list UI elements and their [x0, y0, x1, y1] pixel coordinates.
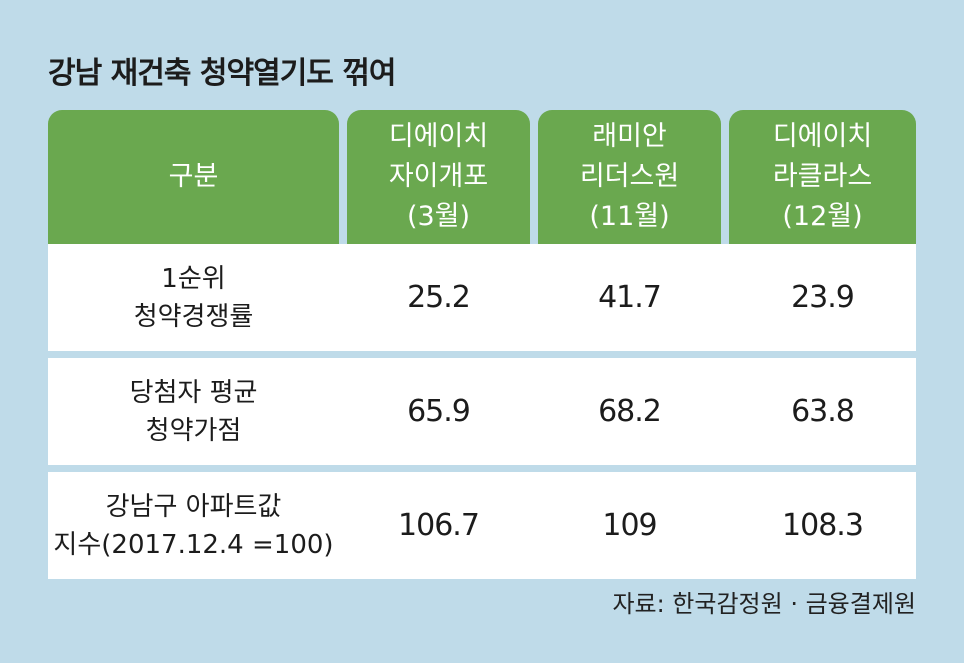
cell-value: 109	[602, 507, 657, 543]
table-cell: 65.9	[347, 358, 530, 465]
cell-value: 23.9	[791, 279, 855, 315]
row-label-line: 청약경쟁률	[133, 301, 254, 332]
header-cell-col2: 래미안 리더스원 (11월)	[538, 110, 721, 244]
header-cell-category: 구분	[48, 110, 339, 244]
cell-value: 63.8	[791, 393, 855, 429]
row-label-line: 당첨자 평균	[129, 377, 258, 408]
header-row: 구분 디에이치 자이개포 (3월) 래미안 리더스원 (11월) 디에이치 라클…	[48, 110, 916, 244]
table-cell: 25.2	[347, 244, 530, 351]
chart-title: 강남 재건축 청약열기도 꺾여	[48, 56, 397, 91]
table-cell: 108.3	[729, 472, 916, 579]
header-line: 디에이치	[772, 121, 873, 152]
header-line: 리더스원	[579, 161, 680, 192]
table-cell: 109	[538, 472, 721, 579]
cell-value: 25.2	[407, 279, 471, 315]
header-line: (11월)	[589, 201, 670, 232]
row-label: 당첨자 평균 청약가점	[48, 358, 339, 465]
table-row: 1순위 청약경쟁률 25.2 41.7 23.9	[48, 244, 916, 351]
row-label: 강남구 아파트값 지수(2017.12.4 =100)	[48, 472, 339, 579]
cell-value: 106.7	[398, 507, 480, 543]
row-label-line: 지수(2017.12.4 =100)	[53, 529, 334, 560]
source-note: 자료: 한국감정원 · 금융결제원	[612, 590, 916, 618]
cell-value: 65.9	[407, 393, 471, 429]
header-line: 디에이치	[388, 121, 489, 152]
cell-value: 108.3	[782, 507, 864, 543]
row-label-line: 청약가점	[145, 415, 242, 446]
row-label-line: 1순위	[161, 263, 226, 294]
header-line: 래미안	[592, 121, 667, 152]
table-row: 당첨자 평균 청약가점 65.9 68.2 63.8	[48, 358, 916, 465]
header-cell-col1: 디에이치 자이개포 (3월)	[347, 110, 530, 244]
table-cell: 106.7	[347, 472, 530, 579]
header-line: 구분	[168, 161, 219, 192]
table-cell: 68.2	[538, 358, 721, 465]
cell-value: 68.2	[598, 393, 662, 429]
table-row: 강남구 아파트값 지수(2017.12.4 =100) 106.7 109 10…	[48, 472, 916, 579]
row-label-line: 강남구 아파트값	[105, 491, 282, 522]
table-cell: 63.8	[729, 358, 916, 465]
row-label: 1순위 청약경쟁률	[48, 244, 339, 351]
row-gap	[48, 465, 916, 472]
table-cell: 41.7	[538, 244, 721, 351]
header-line: 자이개포	[388, 161, 489, 192]
header-line: 라클라스	[772, 161, 873, 192]
data-table: 구분 디에이치 자이개포 (3월) 래미안 리더스원 (11월) 디에이치 라클…	[48, 110, 916, 579]
table-cell: 23.9	[729, 244, 916, 351]
header-cell-col3: 디에이치 라클라스 (12월)	[729, 110, 916, 244]
header-line: (12월)	[782, 201, 863, 232]
header-line: (3월)	[406, 201, 471, 232]
cell-value: 41.7	[598, 279, 662, 315]
row-gap	[48, 351, 916, 358]
